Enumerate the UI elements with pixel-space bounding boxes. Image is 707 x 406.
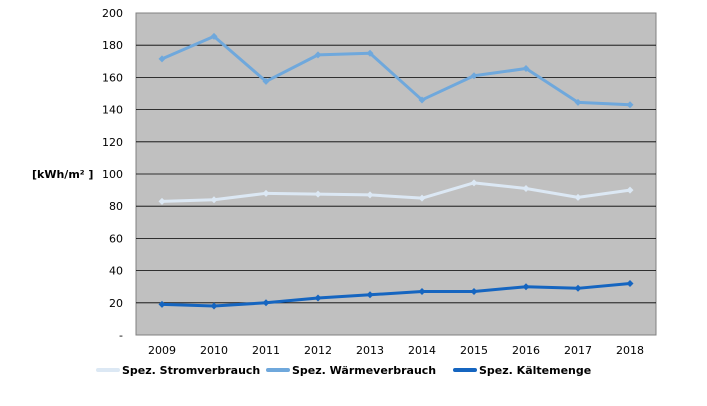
series-2 [158,32,634,109]
data-point [262,189,270,197]
y-tick-label: 60 [109,232,123,245]
series-line [161,34,631,107]
legend-label: Spez. Wärmeverbrauch [292,364,436,377]
legend: Spez. Stromverbrauch Spez. Wärmeverbrauch… [96,364,591,377]
y-tick-label: 40 [109,265,123,278]
x-tick-label: 2015 [460,344,488,357]
data-point [314,190,322,198]
series-1 [158,179,634,205]
y-tick-label: 100 [102,168,123,181]
data-point [314,51,322,59]
series-3 [158,279,634,310]
data-point [470,179,478,187]
data-point [626,101,634,109]
data-point [262,77,270,85]
y-axis-ticks: - 20 40 60 80 100 120 140 160 180 200 [102,7,123,342]
data-point [574,98,582,106]
data-point [418,194,426,202]
data-point [522,65,530,73]
data-point [158,300,166,308]
data-point [158,55,166,63]
data-point [158,197,166,205]
data-point [470,288,478,296]
y-tick-label: 120 [102,136,123,149]
x-tick-label: 2016 [512,344,540,357]
data-point [210,196,218,204]
data-point [262,299,270,307]
data-point [574,193,582,201]
x-tick-label: 2017 [564,344,592,357]
x-axis-ticks: 2009 2010 2011 2012 2013 2014 2015 2016 2017 2018 [148,344,644,357]
y-tick-label: 160 [102,71,123,84]
data-point [366,49,374,57]
data-point [418,96,426,104]
data-point [574,284,582,292]
x-tick-label: 2012 [304,344,332,357]
data-point [470,72,478,80]
data-point [522,184,530,192]
data-point [626,279,634,287]
data-point [314,294,322,302]
data-point [522,283,530,291]
series-line [161,281,631,308]
y-tick-label: - [119,329,123,342]
data-point [418,288,426,296]
x-tick-label: 2014 [408,344,436,357]
x-tick-label: 2010 [200,344,228,357]
y-tick-label: 80 [109,200,123,213]
data-point [626,186,634,194]
data-point [366,191,374,199]
y-tick-label: 20 [109,297,123,310]
series-lines [158,32,634,310]
x-tick-label: 2013 [356,344,384,357]
legend-label: Spez. Stromverbrauch [122,364,260,377]
x-tick-label: 2009 [148,344,176,357]
series-line [161,181,631,203]
y-tick-label: 200 [102,7,123,20]
x-tick-label: 2011 [252,344,280,357]
y-tick-label: 180 [102,39,123,52]
legend-label: Spez. Kältemenge [479,364,591,377]
x-tick-label: 2018 [616,344,644,357]
data-point [210,32,218,40]
data-point [366,291,374,299]
y-axis-label: [kWh/m² ] [32,168,93,181]
y-tick-label: 140 [102,104,123,117]
data-point [210,302,218,310]
